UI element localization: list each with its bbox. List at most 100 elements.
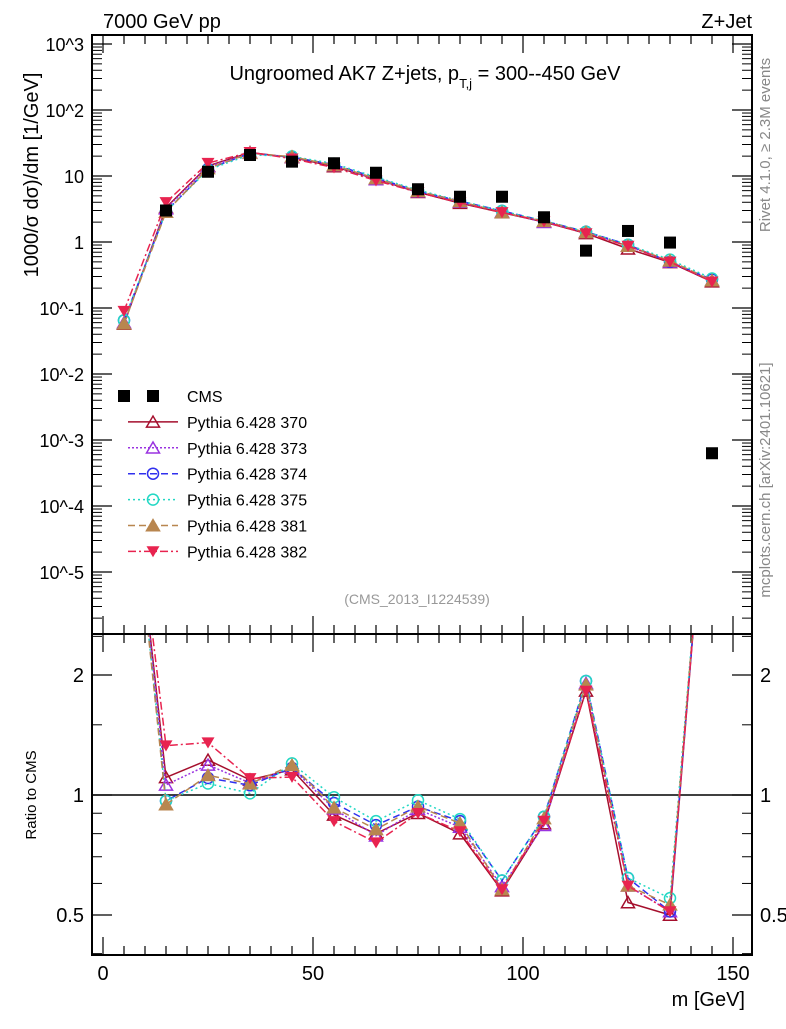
legend-item: Pythia 6.428 373 (128, 440, 307, 458)
cms-data-point (412, 183, 424, 196)
ratio-tick-label-right: 1 (760, 785, 771, 807)
analysis-id: (CMS_2013_I1224539) (344, 591, 490, 607)
cms-data-point (328, 157, 340, 170)
ratio-plot (147, 634, 694, 921)
ratio-point (201, 737, 215, 749)
x-axis-label: m [GeV] (672, 989, 745, 1011)
y-tick-label: 10^-1 (40, 299, 84, 319)
ratio-point (326, 800, 342, 814)
legend-label: Pythia 6.428 373 (187, 441, 307, 458)
y-tick-label: 10 (64, 167, 84, 187)
header-left: 7000 GeV pp (103, 11, 221, 33)
legend-marker (147, 390, 159, 402)
ratio-point (579, 685, 593, 697)
data-point (621, 240, 635, 252)
series-line (123, 153, 713, 321)
legend-label: Pythia 6.428 381 (187, 519, 307, 536)
ratio-point (452, 826, 468, 840)
axes: 10^3 10^2 10 1 10^-1 10^-2 10^-3 10^-4 10^-5 0 50 1… (40, 35, 786, 985)
data-point (159, 197, 173, 209)
side-label-mcplots: mcplots.cern.ch [arXiv:2401.10621] (757, 362, 774, 597)
ratio-tick-label: 2 (73, 665, 84, 687)
ratio-point (327, 816, 341, 828)
ratio-frame (91, 633, 753, 956)
series-line (123, 151, 713, 325)
data-point (705, 276, 719, 288)
ratio-tick-label-right: 0.5 (760, 905, 786, 927)
cms-data-point (538, 211, 550, 224)
data-point (201, 157, 215, 169)
main-plot (116, 145, 720, 460)
ratio-tick-label: 1 (73, 785, 84, 807)
legend-item: Pythia 6.428 374 (128, 467, 307, 484)
data-point (495, 207, 509, 219)
ratio-point (662, 907, 678, 921)
cms-data-point (244, 149, 256, 162)
ratio-tick-label-right: 2 (760, 665, 771, 687)
y-tick-label: 1 (74, 233, 84, 253)
plot-title: Ungroomed AK7 Z+jets, pT,j = 300--450 Ge… (229, 63, 621, 91)
data-point (579, 228, 593, 240)
ratio-point (411, 808, 425, 820)
side-label-rivet: Rivet 4.1.0, ≥ 2.3M events (757, 58, 774, 232)
ratio-point (663, 906, 677, 918)
header-right: Z+Jet (701, 11, 752, 33)
ratio-point (158, 797, 174, 811)
data-point (663, 256, 677, 268)
data-point (116, 316, 132, 330)
legend-label: Pythia 6.428 382 (187, 544, 307, 561)
cms-data-point (454, 190, 466, 203)
legend: CMS Pythia 6.428 370 Pythia 6.428 373 Pythi… (118, 389, 307, 561)
cms-data-point (286, 155, 298, 168)
ratio-line (147, 634, 694, 900)
cms-data-point (496, 190, 508, 203)
ratio-point (495, 884, 509, 896)
cms-data-point (622, 224, 634, 237)
y-tick-label: 10^3 (46, 35, 84, 55)
legend-item: Pythia 6.428 370 (128, 414, 307, 432)
cms-data-point (664, 236, 676, 249)
y-tick-label: 10^2 (46, 101, 84, 121)
y-tick-label: 10^-3 (40, 431, 84, 451)
y-axis-label-ratio: Ratio to CMS (23, 750, 40, 839)
legend-item: CMS (118, 389, 223, 406)
ratio-point (453, 826, 467, 838)
ratio-point (284, 757, 300, 772)
legend-marker (145, 518, 161, 532)
cms-data-point (706, 447, 718, 460)
x-tick-label: 100 (506, 963, 539, 985)
legend-marker (146, 493, 160, 506)
series-line (123, 152, 713, 324)
legend-marker (145, 440, 161, 454)
y-tick-label: 10^-5 (40, 563, 84, 583)
ratio-point (200, 767, 216, 782)
legend-marker (118, 390, 130, 402)
legend-item: Pythia 6.428 382 (128, 544, 307, 561)
ratio-point (537, 815, 551, 827)
y-axis-label-main: 1000/σ dσ)/dm [1/GeV] (21, 73, 43, 278)
ratio-point (285, 771, 299, 783)
ratio-tick-label: 0.5 (56, 905, 84, 927)
y-tick-label: 10^-4 (40, 497, 84, 517)
x-tick-label: 0 (97, 963, 108, 985)
cms-data-point (580, 244, 592, 257)
cms-data-point (160, 204, 172, 217)
ratio-point (368, 822, 384, 836)
legend-label: CMS (187, 389, 223, 406)
legend-label: Pythia 6.428 375 (187, 493, 307, 510)
ratio-series-382 (151, 634, 694, 918)
ratio-point (621, 880, 635, 892)
series-cms (160, 149, 718, 460)
ratio-point (158, 777, 174, 791)
cms-data-point (370, 166, 382, 179)
ratio-point (369, 837, 383, 849)
ratio-point (243, 773, 257, 785)
legend-label: Pythia 6.428 374 (187, 467, 307, 484)
x-tick-label: 150 (716, 963, 749, 985)
x-tick-label: 50 (302, 963, 324, 985)
ratio-point (620, 895, 636, 909)
series-line (123, 152, 713, 323)
legend-marker (145, 414, 161, 428)
cms-data-point (202, 165, 214, 178)
